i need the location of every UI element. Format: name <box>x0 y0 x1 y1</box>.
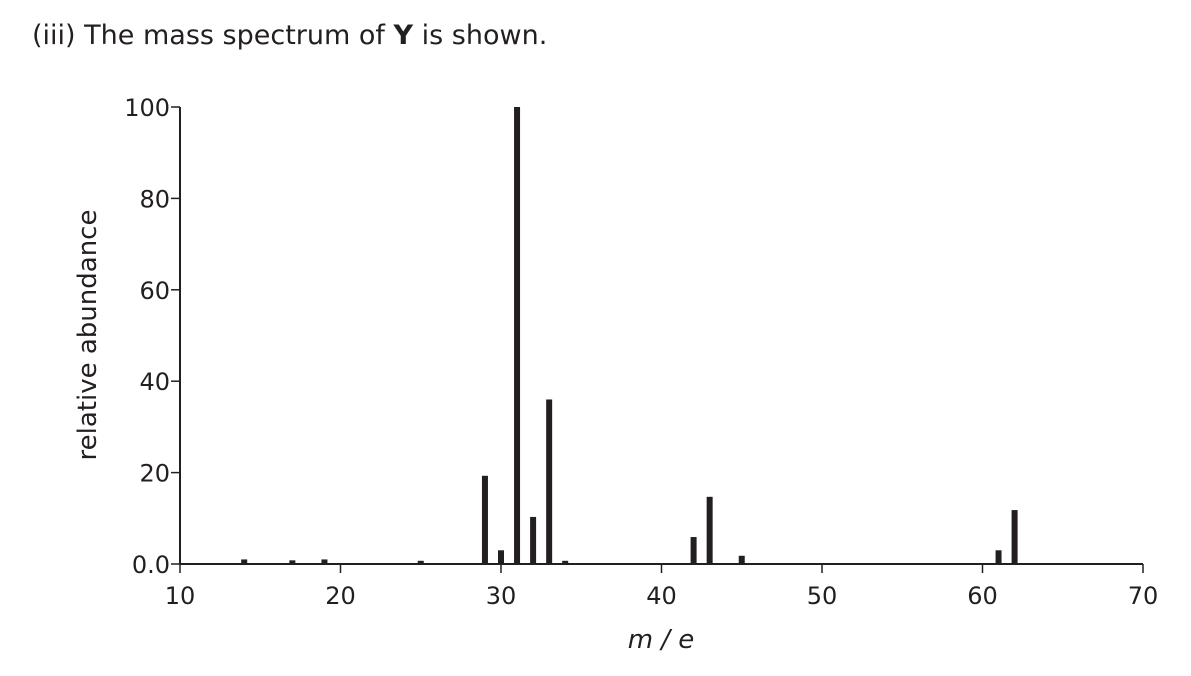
peak <box>289 560 296 564</box>
x-tick-label: 30 <box>486 582 517 610</box>
peak <box>241 559 248 564</box>
x-tick-label: 20 <box>325 582 356 610</box>
question-bold: Y <box>393 20 414 51</box>
peak <box>706 496 713 564</box>
x-tick-label: 40 <box>646 582 677 610</box>
peak <box>1011 510 1018 564</box>
y-tick-label: 80 <box>139 185 170 213</box>
y-axis-label: relative abundance <box>73 210 103 461</box>
y-tick-label: 100 <box>124 94 170 122</box>
peak <box>498 550 504 564</box>
question: (iii) The mass spectrum of Y is shown. <box>32 20 547 51</box>
question-text-end: is shown. <box>422 20 548 51</box>
peak <box>481 475 488 564</box>
y-tick-label: 20 <box>139 460 170 488</box>
peak <box>738 555 745 564</box>
peak <box>417 560 424 564</box>
peak <box>546 399 553 564</box>
y-tick-label: 60 <box>139 277 170 305</box>
x-tick-label: 60 <box>967 582 998 610</box>
y-tick-label: 40 <box>139 368 170 396</box>
peak <box>514 107 521 564</box>
peak <box>562 560 569 564</box>
y-tick-label: 0.0 <box>132 551 170 579</box>
peak <box>530 516 537 564</box>
question-label: (iii) <box>32 20 76 51</box>
x-tick-label: 10 <box>165 582 196 610</box>
x-axis-label: m / e <box>628 625 695 655</box>
peak <box>690 537 697 564</box>
peak <box>995 550 1002 564</box>
question-text: The mass spectrum of <box>83 20 386 51</box>
x-tick-label: 50 <box>807 582 838 610</box>
x-tick-label: 70 <box>1128 582 1159 610</box>
peak <box>321 559 328 564</box>
